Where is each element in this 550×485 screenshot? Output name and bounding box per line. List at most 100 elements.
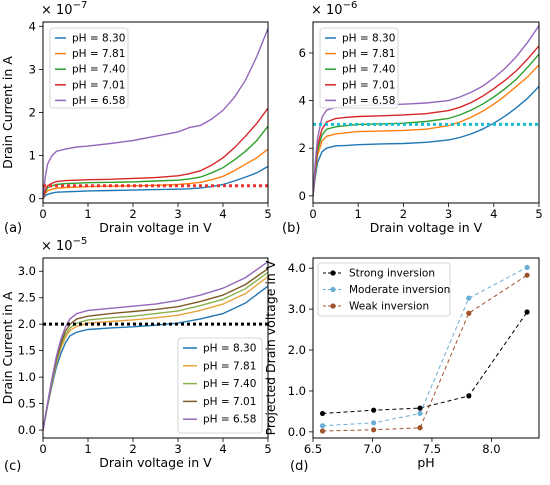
y-tick-label: 3.0	[288, 302, 306, 316]
legend-entry: pH = 8.30	[342, 33, 395, 45]
legend-entry: pH = 7.81	[203, 360, 256, 372]
x-tick-label: 2	[129, 442, 136, 456]
series-line	[43, 107, 268, 199]
data-point	[417, 425, 423, 431]
x-tick-label: 6.5	[304, 442, 322, 456]
legend-entry: pH = 7.01	[203, 396, 256, 408]
x-tick-label: 3	[174, 207, 181, 221]
x-tick-label: 0	[39, 207, 46, 221]
panel-label: (c)	[4, 459, 21, 474]
y-tick-label: 3	[29, 62, 36, 76]
x-tick-label: 2	[129, 207, 136, 221]
legend-entry: pH = 6.58	[72, 95, 125, 107]
x-tick-label: 1	[84, 207, 91, 221]
legend-entry: pH = 7.81	[342, 48, 395, 60]
data-point	[319, 428, 326, 434]
y-tick-label: 1.0	[18, 370, 36, 384]
x-tick-label: 8.0	[482, 442, 500, 456]
y-tick-label: 2.5	[18, 291, 36, 305]
y-tick-label: 1	[29, 149, 36, 163]
x-tick-label: 3	[174, 442, 181, 456]
x-tick-label: 0	[39, 442, 46, 456]
legend-frame	[49, 27, 129, 109]
axes-frame	[42, 21, 269, 204]
series-line	[43, 125, 268, 199]
data-point	[417, 410, 423, 417]
series-line	[43, 261, 268, 431]
series-line	[313, 25, 539, 196]
y-tick-label: 0	[299, 189, 306, 203]
data-point	[319, 410, 326, 417]
legend-entry: pH = 7.81	[72, 48, 125, 60]
data-point	[371, 407, 377, 413]
data-point	[466, 310, 472, 316]
series-line	[313, 85, 539, 196]
axes-frame	[312, 21, 540, 204]
x-tick-label: 0	[309, 207, 316, 221]
x-tick-label: 2	[400, 207, 407, 221]
panel-label: (a)	[4, 221, 22, 236]
legend-marker	[330, 270, 336, 276]
legend-entry: pH = 7.01	[342, 79, 395, 91]
panel-d: 6.5 7.0 7.5 8.0 0.0 1.0 2.0 3.0 4.0 pH Projected D…	[263, 257, 540, 474]
x-tick-label: 4	[219, 207, 226, 221]
y-axis-label: Drain Current in A	[0, 56, 15, 169]
y-tick-label: 6	[299, 46, 306, 60]
legend-entry: pH = 8.30	[203, 343, 256, 355]
panel-b: 0 1 2 3 4 5 0 2 4 6 × 10−6 Drain voltage in V (b) pH …	[282, 0, 543, 236]
legend-marker	[330, 286, 336, 293]
x-axis-label: Drain voltage in V	[370, 220, 483, 235]
series-line	[313, 64, 539, 196]
legend: pH = 8.30 pH = 7.81 pH = 7.40 pH = 7.01 pH =…	[177, 337, 263, 434]
axis-multiplier: × 10−6	[311, 0, 357, 18]
x-tick-label: 4	[219, 442, 226, 456]
data-point	[371, 420, 377, 426]
legend: Strong inversion Moderate inversion Weak i…	[317, 262, 451, 317]
y-tick-label: 1.5	[18, 344, 36, 358]
x-tick-label: 7.0	[363, 442, 381, 456]
y-tick-label: 0.0	[288, 425, 306, 439]
data-point	[319, 423, 326, 429]
legend-entry: pH = 7.40	[342, 64, 395, 76]
x-tick-label: 1	[355, 207, 362, 221]
legend-frame	[177, 337, 263, 434]
legend-entry: Strong inversion	[349, 268, 435, 280]
x-axis-label: pH	[417, 455, 434, 470]
legend-entry: Weak inversion	[349, 301, 429, 313]
x-axis-label: Drain voltage in V	[99, 220, 212, 235]
x-tick-label: 3	[445, 207, 452, 221]
x-tick-label: 5	[535, 207, 542, 221]
x-tick-label: 7.5	[423, 442, 441, 456]
y-tick-label: 2	[299, 141, 306, 155]
x-tick-label: 5	[264, 442, 271, 456]
legend-entry: pH = 6.58	[342, 95, 395, 107]
series-line	[322, 311, 528, 414]
plot-area-d	[319, 264, 530, 434]
legend-entry: pH = 8.30	[72, 33, 125, 45]
x-tick-label: 4	[490, 207, 497, 221]
y-tick-label: 4.0	[288, 261, 306, 275]
axis-multiplier: × 10−5	[41, 236, 87, 254]
plot-area-a	[43, 28, 268, 200]
y-tick-label: 2.0	[288, 343, 306, 357]
axes-frame	[312, 257, 540, 439]
panel-a: 0 1 2 3 4 5 0 1 2 3 4 × 10−7 Drain voltage in V Drain…	[0, 0, 272, 236]
y-tick-label: 3.0	[18, 264, 36, 278]
panel-label: (b)	[282, 221, 300, 236]
data-point	[524, 272, 530, 278]
data-point	[371, 427, 377, 433]
data-point	[524, 309, 530, 315]
series-line	[43, 165, 268, 200]
legend-frame	[317, 262, 451, 317]
series-line	[313, 45, 539, 196]
legend-entry: pH = 7.01	[72, 79, 125, 91]
plot-area-c	[43, 261, 268, 431]
legend-entry: pH = 7.40	[203, 378, 256, 390]
y-tick-label: 4	[299, 94, 306, 108]
y-axis-label: Projected Drain voltage in V	[263, 260, 278, 435]
x-axis-label: Drain voltage in V	[99, 455, 212, 470]
axis-multiplier: × 10−7	[41, 0, 87, 18]
x-tick-label: 1	[84, 442, 91, 456]
y-axis-label: Drain Current in A	[0, 291, 15, 404]
